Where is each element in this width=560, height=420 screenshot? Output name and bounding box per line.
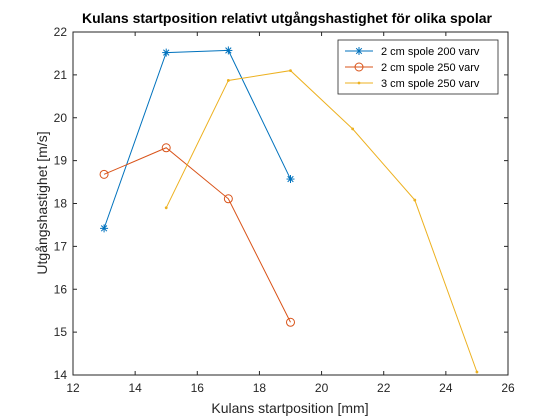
legend-label: 2 cm spole 200 varv xyxy=(381,46,480,58)
y-tick-label: 21 xyxy=(54,68,68,82)
y-axis-ticks: 14 15 16 17 18 19 20 21 22 xyxy=(54,25,508,382)
series-layer xyxy=(99,46,479,374)
y-tick-label: 19 xyxy=(54,154,68,168)
y-tick-label: 22 xyxy=(54,25,68,39)
x-tick-label: 12 xyxy=(66,381,80,395)
x-axis-label: Kulans startposition [mm] xyxy=(211,400,368,416)
circle-marker xyxy=(223,194,233,204)
series-3 xyxy=(164,69,479,374)
point-marker xyxy=(413,198,417,202)
legend-label: 3 cm spole 250 varv xyxy=(381,78,480,90)
x-tick-label: 22 xyxy=(377,381,391,395)
legend-entry: 2 cm spole 250 varv xyxy=(345,62,480,74)
point-marker xyxy=(357,81,361,85)
asterisk-stroke xyxy=(225,47,232,54)
asterisk-marker xyxy=(224,46,233,55)
plot-frame xyxy=(72,31,509,376)
x-tick-label: 18 xyxy=(253,381,267,395)
point-marker xyxy=(164,206,168,210)
legend-label: 2 cm spole 250 varv xyxy=(381,62,480,74)
x-tick-label: 16 xyxy=(191,381,205,395)
x-tick-label: 24 xyxy=(439,381,453,395)
asterisk-stroke xyxy=(100,225,108,232)
legend-entry: 3 cm spole 250 varv xyxy=(345,78,480,90)
chart-legend: 2 cm spole 200 varv 2 cm spole 250 varv 3 … xyxy=(337,39,499,95)
series-2 xyxy=(99,143,295,327)
y-tick-label: 17 xyxy=(54,239,68,253)
asterisk-marker xyxy=(100,224,109,233)
point-marker xyxy=(475,370,479,374)
y-tick-label: 14 xyxy=(54,368,68,382)
asterisk-marker xyxy=(162,48,171,57)
point-marker xyxy=(351,127,355,131)
circle-marker xyxy=(99,169,109,179)
asterisk-stroke xyxy=(163,49,170,56)
x-tick-label: 14 xyxy=(128,381,142,395)
x-axis-ticks: 12 14 16 18 20 22 24 26 xyxy=(66,32,515,395)
x-tick-label: 20 xyxy=(315,381,329,395)
x-tick-label: 26 xyxy=(501,381,515,395)
circle-marker xyxy=(286,317,295,327)
series-line xyxy=(165,70,478,373)
legend-entry: 2 cm spole 200 varv xyxy=(345,46,480,58)
point-marker xyxy=(226,79,230,82)
asterisk-stroke xyxy=(355,47,363,55)
circle-marker xyxy=(161,143,171,153)
y-axis-label: Utgångshastighet [m/s] xyxy=(34,131,50,274)
asterisk-stroke xyxy=(287,175,294,183)
y-tick-label: 16 xyxy=(54,282,68,296)
asterisk-marker xyxy=(355,47,363,55)
series-line xyxy=(103,147,291,323)
chart-title: Kulans startposition relativt utgångshas… xyxy=(82,10,493,26)
circle-marker xyxy=(354,62,364,72)
point-marker xyxy=(289,69,292,72)
asterisk-marker xyxy=(286,175,295,184)
series-1 xyxy=(100,46,295,233)
y-tick-label: 15 xyxy=(54,325,68,339)
y-tick-label: 20 xyxy=(54,111,68,125)
y-tick-label: 18 xyxy=(54,197,68,211)
series-line xyxy=(103,49,291,229)
